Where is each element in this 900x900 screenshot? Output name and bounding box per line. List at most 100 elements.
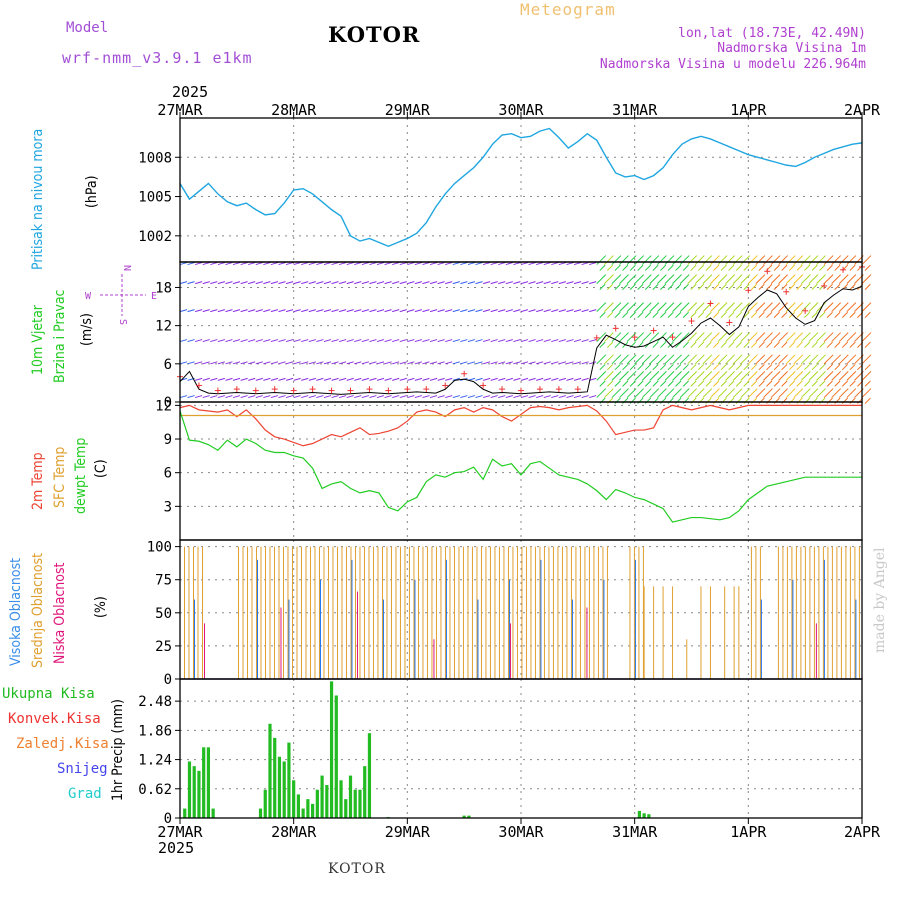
wind-barb: [785, 274, 796, 284]
wind-barb: [407, 262, 415, 266]
wind-barb: [573, 262, 582, 266]
wind-barb: [467, 395, 476, 399]
wind-barb: [323, 262, 332, 266]
wind-barb: [629, 364, 636, 371]
wind-barb: [773, 341, 780, 348]
product-name: Meteogram: [520, 0, 616, 19]
wind-barb: [392, 377, 400, 381]
wind-barb: [864, 311, 871, 318]
wind-barb: [369, 309, 377, 313]
wind-barb: [437, 262, 445, 266]
wind-barb: [687, 302, 698, 312]
wind-barb: [804, 380, 811, 387]
wind-barb: [664, 371, 675, 381]
wind-barb: [682, 341, 689, 348]
wind-barb: [187, 309, 195, 313]
wind-barb: [195, 309, 203, 313]
wind-barb: [573, 361, 582, 365]
wind-barb: [838, 388, 849, 398]
wind-barb: [702, 371, 713, 381]
wind-barb: [217, 262, 226, 266]
wind-barb: [682, 264, 689, 271]
wind-barb: [644, 380, 651, 387]
wind-barb: [831, 302, 842, 312]
wind-barb: [816, 274, 826, 284]
wind-barb: [763, 371, 773, 381]
wind-barb: [682, 283, 689, 290]
y-tick-label: 3: [164, 499, 172, 515]
wind-barb: [195, 262, 203, 266]
wind-barb: [255, 377, 263, 381]
wind-barb: [743, 341, 750, 348]
wind-barb: [581, 377, 589, 381]
wind-barb: [826, 397, 833, 404]
wind-barb: [445, 339, 453, 343]
wind-barb: [308, 262, 316, 266]
wind-barb: [429, 339, 438, 343]
wind-barb: [770, 302, 781, 312]
wind-barb: [713, 264, 720, 271]
wind-barb: [687, 255, 698, 265]
wind-barb: [743, 311, 750, 318]
wind-barb: [551, 377, 559, 381]
wind-barb: [331, 262, 339, 266]
wind-barb: [634, 274, 645, 284]
precip-bar: [462, 815, 466, 818]
wind-barb: [452, 309, 460, 313]
wind-barb: [778, 255, 788, 265]
panel-frame-cloud: [179, 539, 863, 680]
wind-barb: [604, 354, 614, 365]
wind-barb: [690, 341, 697, 348]
x-label-top: 1APR: [730, 101, 767, 119]
wind-barb: [179, 339, 188, 343]
wind-barb: [793, 354, 804, 365]
wind-barb: [179, 262, 188, 266]
wind-barb: [285, 361, 294, 365]
wind-barb: [763, 274, 773, 284]
wind-barb: [705, 311, 712, 318]
wind-barb: [801, 354, 811, 365]
wind-barb: [841, 364, 849, 371]
wind-barb: [728, 311, 735, 318]
wind-barb: [796, 283, 803, 290]
wind-barb: [687, 388, 698, 398]
wind-barb: [429, 309, 438, 313]
wind-barb: [422, 361, 430, 365]
wind-barb: [735, 380, 742, 387]
wind-barb: [573, 395, 582, 399]
wind-barb: [629, 380, 636, 387]
wind-barb: [846, 371, 857, 381]
wind-barb: [735, 283, 742, 290]
wind-barb: [240, 361, 248, 365]
precip-bar: [282, 761, 286, 818]
wind-barb: [750, 264, 758, 271]
wind-barb: [498, 361, 506, 365]
wind-barb: [301, 339, 309, 343]
wind-barb: [513, 395, 521, 399]
wind-barb: [846, 354, 857, 365]
wind-barb: [475, 339, 483, 343]
wind-barb: [338, 377, 347, 381]
wind-barb: [285, 281, 294, 285]
wind-barb: [629, 283, 636, 290]
wind-barb: [498, 377, 506, 381]
wind-barb: [536, 361, 544, 365]
wind-barb: [743, 283, 750, 290]
wind-barb: [278, 281, 286, 285]
y-tick-label: 100: [147, 540, 172, 556]
wind-barb: [679, 371, 690, 381]
wind-barb: [664, 388, 675, 398]
wind-barb: [619, 371, 629, 381]
wind-barb: [694, 274, 705, 284]
legend-graupel: Grad: [68, 786, 102, 802]
wind-barb: [826, 311, 833, 318]
wind-barb: [675, 364, 682, 371]
wind-barb: [831, 332, 842, 342]
wind-barb: [285, 395, 294, 399]
wind-barb: [240, 262, 248, 266]
wind-barb: [513, 281, 521, 285]
wind-barb: [637, 364, 644, 371]
wind-barb: [232, 361, 241, 365]
altitude-label: Nadmorska Visina 1m: [717, 41, 866, 56]
wind-barb: [210, 361, 218, 365]
